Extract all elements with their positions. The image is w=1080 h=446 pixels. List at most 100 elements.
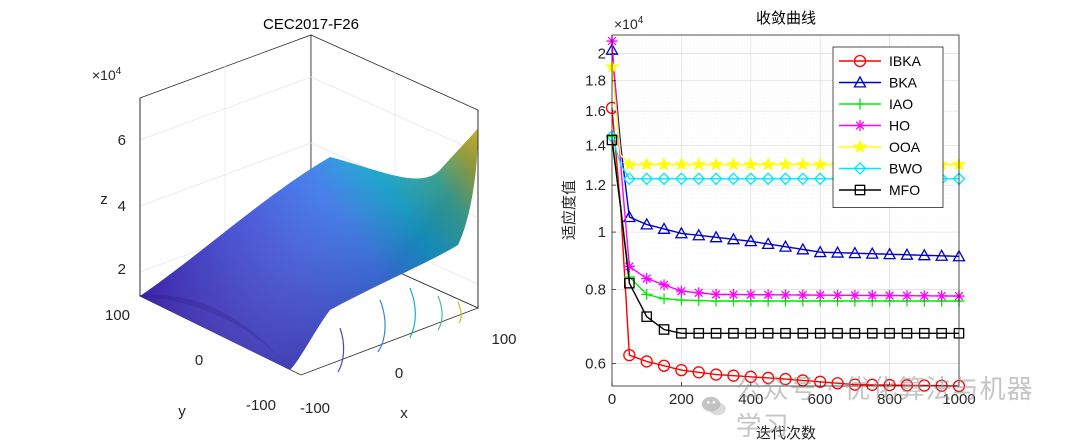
y-tick-label: 1.6 <box>585 103 606 120</box>
data-point <box>813 245 827 258</box>
data-point <box>710 288 722 300</box>
y-tick-label: 2 <box>598 46 606 63</box>
data-point <box>813 172 827 186</box>
y-axis-label: 适应度值 <box>560 180 578 240</box>
data-point <box>674 157 689 171</box>
data-point <box>692 172 706 186</box>
data-point <box>709 230 723 243</box>
data-point <box>795 157 811 171</box>
data-point <box>657 172 671 186</box>
data-point <box>936 290 948 302</box>
data-point <box>744 234 758 247</box>
legend-item: IAO <box>839 96 913 112</box>
data-point <box>708 157 724 171</box>
data-point <box>641 273 653 285</box>
data-point <box>866 327 878 339</box>
data-point <box>743 157 758 171</box>
data-point <box>623 260 635 272</box>
data-point <box>900 379 914 392</box>
data-point <box>692 366 705 379</box>
z-tick-label: 4 <box>118 198 126 215</box>
watermark: 公众号 · 优化算法与机器学习 <box>700 375 1060 442</box>
legend-label: IAO <box>889 96 913 112</box>
legend-label: MFO <box>889 182 920 198</box>
data-point <box>691 157 706 171</box>
data-point <box>622 210 636 223</box>
data-point <box>853 162 867 175</box>
data-point <box>693 287 705 299</box>
data-point <box>658 324 670 335</box>
data-point <box>882 247 897 260</box>
data-point <box>727 289 739 301</box>
surface-plot: CEC2017-F26 <box>92 16 517 422</box>
data-point <box>622 157 637 171</box>
legend-item: HO <box>839 118 910 134</box>
data-point <box>797 327 809 339</box>
data-point <box>657 222 671 234</box>
data-point <box>744 172 758 186</box>
data-point <box>796 172 810 186</box>
data-point <box>745 327 757 339</box>
data-point <box>745 289 757 301</box>
convergence-chart: 收敛曲线 ×104 0 200 400 600 800 1000 0.6 0.8 1 1.2 1.4… <box>560 9 976 442</box>
data-point <box>814 375 827 388</box>
data-point <box>693 327 705 339</box>
data-point <box>814 327 826 339</box>
y-exponent-label: ×104 <box>614 15 644 32</box>
data-point <box>832 289 844 301</box>
data-point <box>884 327 895 339</box>
x-tick-label: 600 <box>808 391 833 408</box>
data-point <box>676 327 687 339</box>
data-point <box>780 289 791 301</box>
data-point <box>726 232 741 245</box>
tick-layer: 0 200 400 600 800 1000 0.6 0.8 1 1.2 1.4 1.6 1.8 2 <box>585 46 976 408</box>
data-point <box>935 248 949 261</box>
surface-floor-contours <box>337 287 462 373</box>
legend-label: OOA <box>889 139 921 155</box>
series-bka <box>605 42 966 262</box>
data-point <box>814 289 826 301</box>
legend-label: BKA <box>889 75 918 91</box>
x-axis-label: 迭代次数 <box>756 424 816 442</box>
data-point <box>640 355 653 368</box>
data-point <box>657 359 671 372</box>
data-point <box>813 157 828 171</box>
data-point <box>641 311 653 322</box>
y-tick-label: 1 <box>598 224 606 241</box>
legend-label: HO <box>889 118 910 134</box>
data-point <box>918 379 931 392</box>
data-point <box>623 349 636 362</box>
y-tick-label: -100 <box>246 397 276 414</box>
x-tick-label: 400 <box>738 391 763 408</box>
y-tick-label: 0.6 <box>585 356 606 373</box>
z-tick-label: 2 <box>118 261 126 278</box>
y-tick-label: 1.2 <box>585 177 606 194</box>
data-point <box>848 246 862 259</box>
data-point <box>918 327 930 339</box>
x-axis-label: x <box>400 405 408 422</box>
legend-label: IBKA <box>889 53 922 69</box>
y-tick-label: 1.8 <box>585 73 606 90</box>
series-line <box>611 139 959 334</box>
data-point <box>639 157 654 171</box>
data-point <box>854 120 866 131</box>
data-point <box>884 290 896 302</box>
legend-item: MFO <box>839 182 920 198</box>
data-point <box>865 246 879 259</box>
data-point <box>849 327 861 339</box>
data-point <box>778 239 793 252</box>
legend-item: BKA <box>839 75 918 91</box>
plot-frame <box>611 34 960 387</box>
data-point <box>728 327 739 339</box>
x-tick-label: 800 <box>877 391 902 408</box>
legend-item: IBKA <box>839 53 922 69</box>
data-point <box>901 290 913 302</box>
watermark-text: 公众号 · 优化算法与机器学习 <box>735 375 1034 442</box>
data-point <box>866 378 879 391</box>
data-point <box>779 172 792 186</box>
legend-box <box>832 46 944 208</box>
data-point <box>726 157 741 171</box>
x-tick-label: 1000 <box>942 391 975 408</box>
data-point <box>866 289 878 301</box>
